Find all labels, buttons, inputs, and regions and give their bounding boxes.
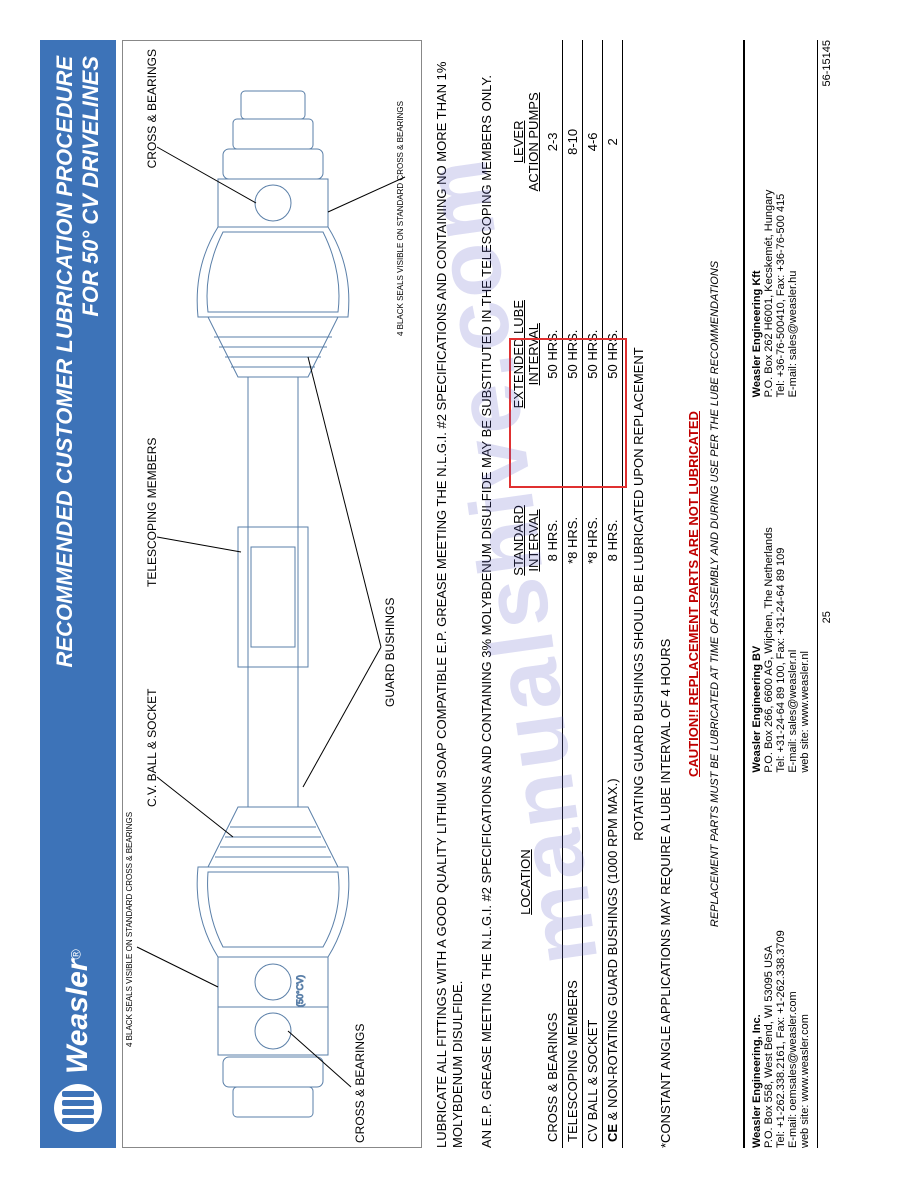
- logo-icon: [54, 1084, 102, 1132]
- lube-table: LOCATION STANDARDINTERVAL EXTENDED LUBEI…: [509, 40, 623, 1148]
- cell-lever: 2: [602, 40, 622, 244]
- cell-ext: 50 HRS.: [582, 244, 602, 465]
- constant-angle-note: *CONSTANT ANGLE APPLICATIONS MAY REQUIRE…: [658, 40, 674, 1148]
- addr-line: P.O. Box 558, West Bend, WI 53095 USA: [763, 791, 775, 1148]
- addr-line: web site: www.weasler.nl: [799, 415, 811, 772]
- cv-degree-text: (50°CV): [295, 975, 305, 1007]
- company-name: Weasler Engineering BV: [751, 415, 763, 772]
- th-extended: EXTENDED LUBEINTERVAL: [509, 244, 543, 465]
- replacement-note: REPLACEMENT PARTS MUST BE LUBRICATED AT …: [709, 40, 721, 1148]
- title-line2: FOR 50° CV DRIVELINES: [78, 56, 104, 949]
- cell-std: *8 HRS.: [582, 465, 602, 617]
- addr-line: P.O. Box 266, 6600 AG, Wijchen, The Neth…: [763, 415, 775, 772]
- cell-std: 8 HRS.: [602, 465, 622, 617]
- cell-lever: 2-3: [543, 40, 563, 244]
- table-row: CROSS & BEARINGS 8 HRS. 50 HRS. 2-3: [543, 40, 563, 1148]
- th-location: LOCATION: [509, 616, 543, 1148]
- cell-ext: 50 HRS.: [562, 244, 582, 465]
- paragraph-2: AN E.P. GREASE MEETING THE N.L.G.I. #2 S…: [479, 40, 495, 1148]
- cell-std: *8 HRS.: [562, 465, 582, 617]
- addr-line: Tel: +1-262.338.2161, Fax: +1-262.338.37…: [775, 791, 787, 1148]
- addr-line: web site: www.weasler.com: [799, 791, 811, 1148]
- logo: Weasler®: [54, 949, 102, 1132]
- table-row: CE & NON-ROTATING GUARD BUSHINGS (1000 R…: [602, 40, 622, 1148]
- cell-std: 8 HRS.: [543, 465, 563, 617]
- driveline-svg: (50°CV): [123, 41, 421, 1147]
- page-number: 25: [821, 611, 833, 623]
- doc-number: 56-15145: [821, 40, 833, 87]
- addr-line: P.O. Box 262 H6001, Kecskemét, Hungary: [763, 40, 775, 397]
- lube-table-body: CROSS & BEARINGS 8 HRS. 50 HRS. 2-3 TELE…: [543, 40, 623, 1148]
- page-title: RECOMMENDED CUSTOMER LUBRICATION PROCEDU…: [52, 56, 105, 949]
- rotating-note: ROTATING GUARD BUSHINGS SHOULD BE LUBRIC…: [631, 40, 646, 1148]
- addr-line: E-mail: oemsales@weasler.com: [787, 791, 799, 1148]
- header-bar: Weasler® RECOMMENDED CUSTOMER LUBRICATIO…: [40, 40, 116, 1148]
- addr-line: E-mail: sales@weasler.nl: [787, 415, 799, 772]
- cell-ext: 50 HRS.: [543, 244, 563, 465]
- paragraph-1: LUBRICATE ALL FITTINGS WITH A GOOD QUALI…: [434, 40, 467, 1148]
- table-row: TELESCOPING MEMBERS *8 HRS. 50 HRS. 8-10: [562, 40, 582, 1148]
- driveline-diagram: 4 BLACK SEALS VISIBLE ON STANDARD CROSS …: [122, 40, 422, 1148]
- th-lever: LEVERACTION PUMPS: [509, 40, 543, 244]
- footer: Weasler Engineering, Inc. P.O. Box 558, …: [743, 40, 811, 1148]
- footer-col-3: Weasler Engineering Kft P.O. Box 262 H60…: [751, 40, 811, 397]
- table-row: CV BALL & SOCKET *8 HRS. 50 HRS. 4-6: [582, 40, 602, 1148]
- company-name: Weasler Engineering, Inc.: [751, 791, 763, 1148]
- cell-loc: CV BALL & SOCKET: [582, 616, 602, 1148]
- footer-col-1: Weasler Engineering, Inc. P.O. Box 558, …: [751, 791, 811, 1148]
- caution-text: CAUTION!! REPLACEMENT PARTS ARE NOT LUBR…: [686, 40, 701, 1148]
- cell-ext: 50 HRS.: [602, 244, 622, 465]
- footer-col-2: Weasler Engineering BV P.O. Box 266, 660…: [751, 415, 811, 772]
- cell-loc: CE & NON-ROTATING GUARD BUSHINGS (1000 R…: [602, 616, 622, 1148]
- title-line1: RECOMMENDED CUSTOMER LUBRICATION PROCEDU…: [52, 56, 78, 949]
- cell-loc: CROSS & BEARINGS: [543, 616, 563, 1148]
- brand-name: Weasler: [61, 959, 94, 1074]
- company-name: Weasler Engineering Kft: [751, 40, 763, 397]
- footer-bottom: 25 56-15145: [817, 40, 833, 1148]
- lube-table-wrap: LOCATION STANDARDINTERVAL EXTENDED LUBEI…: [509, 40, 623, 1148]
- cell-loc: TELESCOPING MEMBERS: [562, 616, 582, 1148]
- document-page: Weasler® RECOMMENDED CUSTOMER LUBRICATIO…: [40, 40, 878, 1148]
- addr-line: Tel: +36-76-500410, Fax: +36-76-500 415: [775, 40, 787, 397]
- registered-mark: ®: [68, 949, 84, 959]
- th-standard: STANDARDINTERVAL: [509, 465, 543, 617]
- cell-lever: 4-6: [582, 40, 602, 244]
- addr-line: E-mail: sales@weasler.hu: [787, 40, 799, 397]
- addr-line: Tel: +31-24-64 89 100, Fax: +31-24-64 89…: [775, 415, 787, 772]
- cell-lever: 8-10: [562, 40, 582, 244]
